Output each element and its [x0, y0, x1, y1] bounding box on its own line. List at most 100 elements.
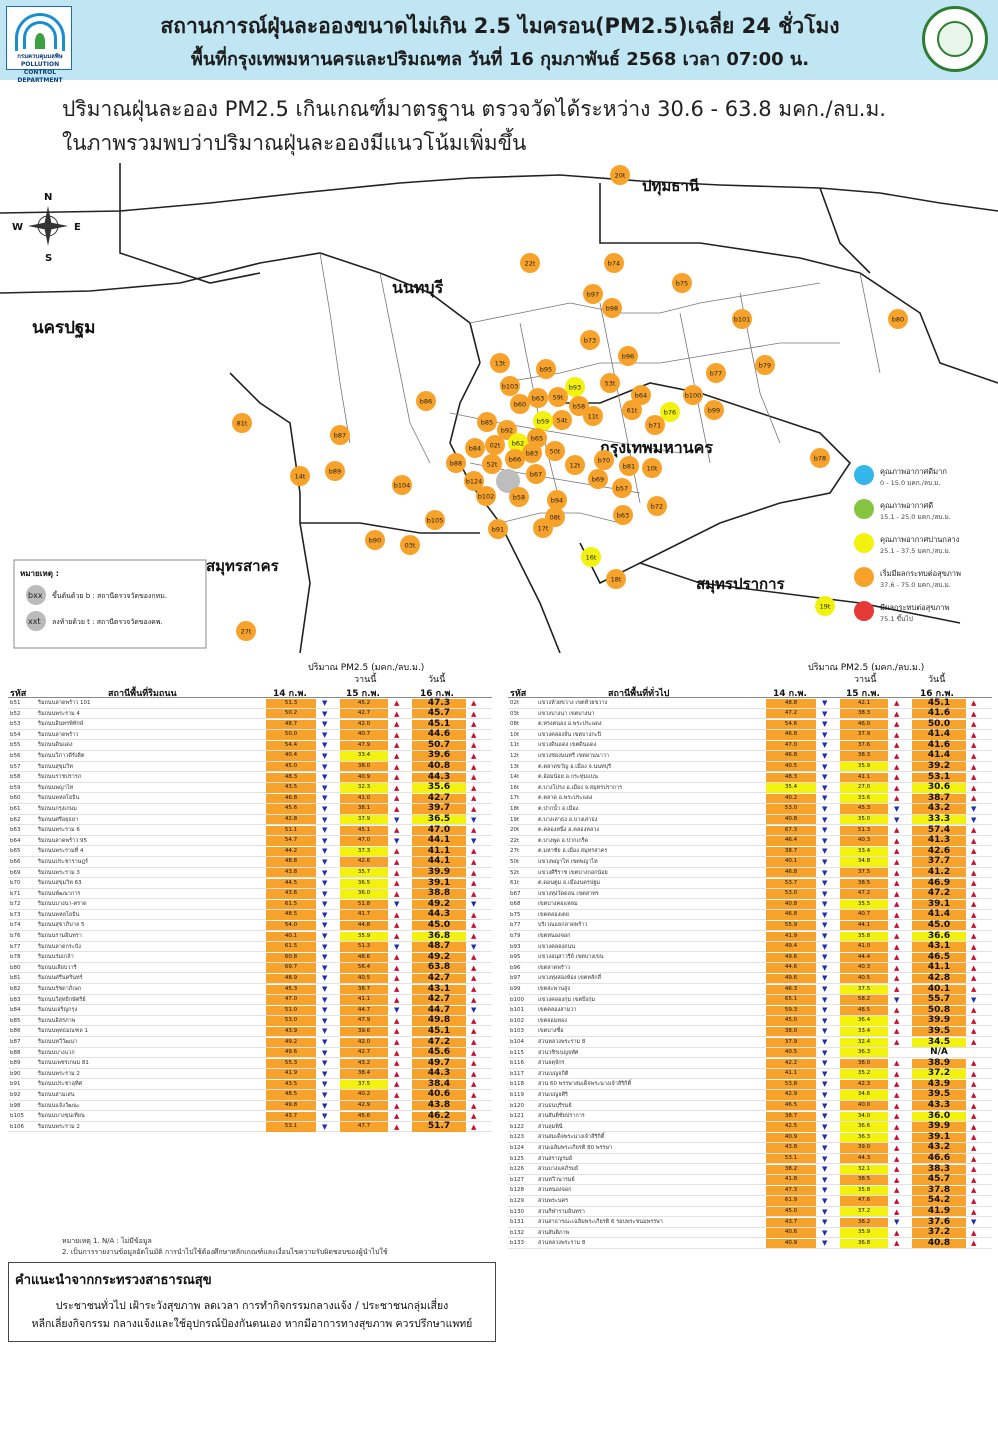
- table-row: b78 ริมถนนร่มเกล้า 60.8 ▼ 48.6 ▲ 49.2 ▲: [8, 952, 492, 963]
- station-code: 11t: [510, 742, 520, 749]
- value-16feb: 41.6: [912, 740, 966, 751]
- value-15feb: 35.9: [340, 931, 388, 941]
- trend-arrow-1: ▼: [322, 1080, 328, 1089]
- trend-arrow-2: ▲: [394, 762, 400, 771]
- station-label: b73: [584, 337, 596, 345]
- station-name: แขวงพญาไท เขตพญาไท: [538, 858, 598, 865]
- trend-arrow-2: ▲: [394, 879, 400, 888]
- trend-arrow-1: ▼: [322, 1006, 328, 1015]
- header-banner: กรมควบคุมมลพิษ POLLUTION CONTROL DEPARTME…: [0, 0, 998, 84]
- trend-arrow-1: ▼: [322, 1090, 328, 1099]
- value-15feb: 42.0: [340, 719, 388, 730]
- station-label: b80: [892, 316, 904, 324]
- trend-arrow-2: ▲: [394, 783, 400, 792]
- station-label: b75: [676, 280, 688, 288]
- station-dot: [477, 412, 497, 432]
- trend-arrow-1: ▼: [322, 879, 328, 888]
- station-dot: [565, 455, 585, 475]
- value-16feb: 38.9: [912, 1058, 966, 1069]
- station-dot: [569, 396, 589, 416]
- trend-arrow-2: ▲: [894, 1059, 900, 1068]
- value-14feb: 53.1: [766, 1154, 816, 1164]
- station-name: ริมถนนพุทธมณฑล 1: [38, 1028, 88, 1035]
- station-dot: [485, 435, 505, 455]
- table-row: b95 แขวงอนุสาวรีย์ เขตบางเขน 49.6 ▼ 44.4 ▲ 46.…: [508, 952, 992, 963]
- value-14feb: 54.0: [266, 920, 316, 931]
- legend-label: คุณภาพอากาศดี: [880, 501, 933, 510]
- table-row: b89 ริมถนนเพชรเกษม 81 55.3 ▼ 43.2 ▲ 49.7 ▲: [8, 1058, 492, 1069]
- trend-arrow-3: ▲: [471, 868, 477, 877]
- value-16feb: 38.8: [412, 888, 466, 899]
- value-14feb: 50.0: [266, 730, 316, 740]
- trend-arrow-2: ▲: [394, 699, 400, 707]
- station-marker-20t: 20t: [610, 165, 630, 185]
- station-label: b59: [537, 418, 549, 426]
- value-15feb: 33.4: [840, 846, 888, 857]
- station-dot: [482, 454, 502, 474]
- trend-arrow-1: ▼: [822, 836, 828, 845]
- pm-label-left: ปริมาณ PM2.5 (มคก./ลบ.ม.): [308, 663, 425, 673]
- trend-arrow-1: ▼: [822, 1038, 828, 1046]
- value-15feb: 42.9: [340, 1101, 388, 1111]
- value-14feb: 54.6: [766, 719, 816, 730]
- station-label: b97: [587, 291, 599, 299]
- station-marker-b102: b102: [476, 486, 496, 506]
- value-16feb: 44.6: [412, 729, 466, 740]
- station-label: b90: [369, 537, 381, 545]
- value-16feb: 41.4: [912, 909, 966, 920]
- station-markers: 20t 22t b74 b75 b97 b98 b101 b80 b73 b96 13t b95 b93…: [232, 165, 908, 641]
- value-14feb: 42.9: [766, 1090, 816, 1100]
- station-name: สวนธนบุรีรมย์: [538, 1102, 572, 1109]
- river-marker: [496, 469, 520, 493]
- station-label: b70: [598, 457, 610, 465]
- value-15feb: 37.2: [840, 1207, 888, 1217]
- station-code: b74: [10, 922, 21, 929]
- station-name: ริมถนนลาดกระบัง: [38, 943, 81, 950]
- value-14feb: 40.8: [766, 899, 816, 910]
- station-label: 50t: [550, 448, 561, 456]
- station-name: เขตคลองสามวา: [538, 1007, 577, 1014]
- trend-arrow-2: ▲: [894, 1122, 900, 1131]
- table-row: 08t ต.ทรงคนอง อ.พระประแดง 54.6 ▼ 46.0 ▲ 50.0 ▲: [508, 719, 992, 730]
- trend-arrow-2: ▲: [394, 709, 400, 718]
- value-16feb: 39.2: [912, 761, 966, 772]
- station-code: b62: [10, 816, 21, 823]
- station-name: สวนสาธารณะเฉลิมพระเกียรติ 6 รอบพระชนมพรร…: [538, 1219, 663, 1226]
- trend-arrow-2: ▲: [394, 953, 400, 962]
- station-name: แขวงดินแดง เขตดินแดง: [538, 742, 597, 749]
- table-row: b103 เขตบางซื่อ 38.0 ▼ 33.4 ▲ 39.5 ▲: [508, 1026, 992, 1037]
- map-note-box: หมายเหตุ : bxx ขึ้นต้นด้วย b : สถานีตรวจ…: [13, 559, 207, 649]
- value-15feb: 38.1: [340, 804, 388, 814]
- value-16feb: 45.1: [912, 698, 966, 708]
- station-code: b129: [510, 1197, 524, 1204]
- station-dot: [588, 469, 608, 489]
- note-t-code: xxt: [28, 617, 41, 626]
- value-14feb: 38.0: [766, 1026, 816, 1037]
- station-name: ต.บางเสาธง อ.บางเสาธง: [538, 816, 598, 823]
- station-code: b92: [10, 1091, 21, 1098]
- trend-arrow-2: ▼: [394, 815, 400, 824]
- value-14feb: 47.0: [266, 995, 316, 1005]
- station-name: ริมถนนลาดพร้าว 101: [38, 700, 91, 706]
- value-14feb: 42.5: [766, 1122, 816, 1132]
- table-row: b117 สวนเบญจกิติ 41.1 ▼ 35.2 ▲ 37.2 ▲: [508, 1068, 992, 1080]
- page-title: สถานการณ์ฝุ่นละอองขนาดไม่เกิน 2.5 ไมครอน…: [160, 14, 840, 38]
- station-marker-b63: b63: [613, 505, 633, 525]
- value-14feb: 46.8: [766, 751, 816, 761]
- station-name: แขวงห้วยขวาง เขตห้วยขวาง: [538, 700, 608, 706]
- station-dot: [464, 471, 484, 491]
- station-name: ต.บางพูด อ.ปากเกร็ด: [538, 837, 589, 844]
- value-14feb: 49.4: [766, 942, 816, 952]
- station-code: b105: [10, 1113, 24, 1120]
- value-15feb: 36.8: [840, 1238, 888, 1249]
- table-row: b73 ริมถนนพหลโยธิน 48.5 ▼ 41.7 ▲ 44.3 ▲: [8, 909, 492, 921]
- trend-arrow-1: ▼: [322, 889, 328, 898]
- trend-arrow-3: ▲: [971, 1101, 977, 1110]
- value-16feb: 39.1: [912, 1132, 966, 1143]
- table-row: b101 เขตคลองสามวา 59.3 ▼ 48.5 ▲ 50.8 ▲: [508, 1005, 992, 1016]
- trend-arrow-1: ▼: [822, 1101, 828, 1110]
- station-label: 13t: [495, 360, 506, 368]
- station-name: แขวงอนุสาวรีย์ เขตบางเขน: [538, 954, 604, 961]
- station-code: b121: [510, 1113, 524, 1120]
- trend-arrow-2: ▼: [894, 995, 900, 1004]
